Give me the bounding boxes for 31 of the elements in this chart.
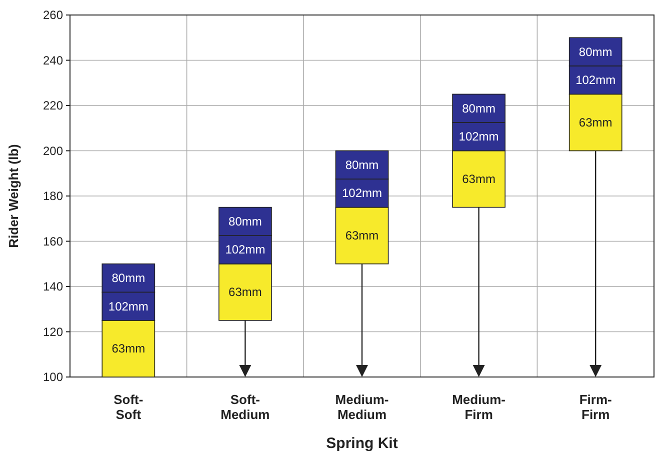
x-axis-title: Spring Kit bbox=[326, 435, 398, 451]
text: 63mm bbox=[462, 172, 496, 186]
text: 80mm bbox=[228, 214, 262, 228]
text: 80mm bbox=[578, 44, 612, 59]
text: 102mm bbox=[108, 299, 148, 314]
x-tick-label: Soft-Medium bbox=[220, 392, 270, 422]
text: 80mm bbox=[462, 101, 496, 116]
text: 102mm bbox=[576, 73, 616, 88]
text: 63mm bbox=[345, 228, 379, 243]
x-tick-label: Medium-Medium bbox=[335, 392, 389, 422]
text: 80mm bbox=[345, 158, 379, 172]
x-tick-label: Firm-Firm bbox=[579, 392, 612, 422]
y-tick-label: 260 bbox=[42, 8, 64, 22]
x-tick-label: Soft-Soft bbox=[114, 392, 144, 422]
text: 63mm bbox=[228, 285, 262, 300]
series-label: 102mm bbox=[342, 186, 382, 200]
y-tick-label: 220 bbox=[42, 98, 64, 112]
series-label: 63mm bbox=[578, 115, 612, 130]
text: 102mm bbox=[458, 130, 499, 144]
y-tick-label: 100 bbox=[42, 370, 64, 384]
y-tick-label: 200 bbox=[42, 144, 64, 158]
y-tick-label: 240 bbox=[42, 53, 64, 68]
y-tick-label: 180 bbox=[42, 189, 64, 203]
series-label: 80mm bbox=[112, 271, 146, 286]
x-tick-label: Medium-Firm bbox=[452, 392, 506, 422]
y-tick-label: 120 bbox=[42, 324, 64, 339]
y-tick-label: 160 bbox=[42, 234, 64, 248]
text: 63mm bbox=[112, 342, 146, 356]
text: 102mm bbox=[225, 242, 266, 257]
y-tick-label: 140 bbox=[42, 280, 64, 294]
y-axis-title: Rider Weight (lb) bbox=[6, 144, 21, 248]
